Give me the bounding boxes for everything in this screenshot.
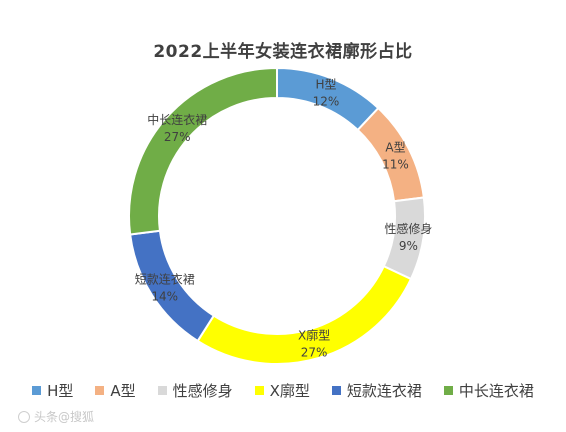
slice-value-label: 11% [382, 158, 409, 172]
legend: H型 A型 性感修身 X廓型 短款连衣裙 中长连衣裙 [0, 380, 566, 401]
legend-item: A型 [95, 380, 136, 401]
legend-swatch [157, 386, 167, 395]
slice-category-label: H型 [315, 77, 336, 91]
legend-label: H型 [47, 382, 74, 400]
slice-category-label: A型 [385, 141, 405, 155]
legend-label: 性感修身 [172, 382, 233, 400]
legend-item: 中长连衣裙 [443, 380, 534, 401]
legend-swatch [254, 386, 264, 395]
slice-category-label: 中长连衣裙 [147, 112, 207, 127]
slice-value-label: 9% [399, 239, 418, 253]
watermark-text: 头条@搜狐 [34, 410, 95, 424]
slice-1 [356, 106, 425, 203]
slice-value-label: 27% [301, 346, 328, 360]
legend-swatch [331, 386, 341, 395]
legend-item: X廓型 [254, 380, 310, 401]
legend-item: H型 [32, 380, 73, 401]
legend-label: A型 [110, 382, 136, 400]
slice-5 [128, 66, 278, 236]
legend-item: 短款连衣裙 [331, 380, 422, 401]
watermark-logo-icon [18, 410, 30, 423]
legend-swatch [95, 386, 105, 395]
legend-label: X廓型 [269, 382, 310, 400]
legend-label: 短款连衣裙 [346, 382, 422, 400]
watermark: 头条@搜狐 [18, 408, 94, 425]
legend-swatch [443, 386, 453, 395]
slice-value-label: 12% [313, 94, 340, 108]
slice-value-label: 14% [151, 289, 178, 303]
chart-title: 2022上半年女装连衣裙廓形占比 [153, 42, 413, 62]
slice-category-label: X廓型 [298, 328, 330, 343]
slice-category-label: 性感修身 [384, 221, 432, 236]
legend-item: 性感修身 [157, 380, 233, 401]
slice-category-label: 短款连衣裙 [135, 271, 195, 286]
legend-swatch [32, 386, 42, 395]
legend-label: 中长连衣裙 [458, 382, 534, 400]
slice-value-label: 27% [164, 130, 191, 144]
